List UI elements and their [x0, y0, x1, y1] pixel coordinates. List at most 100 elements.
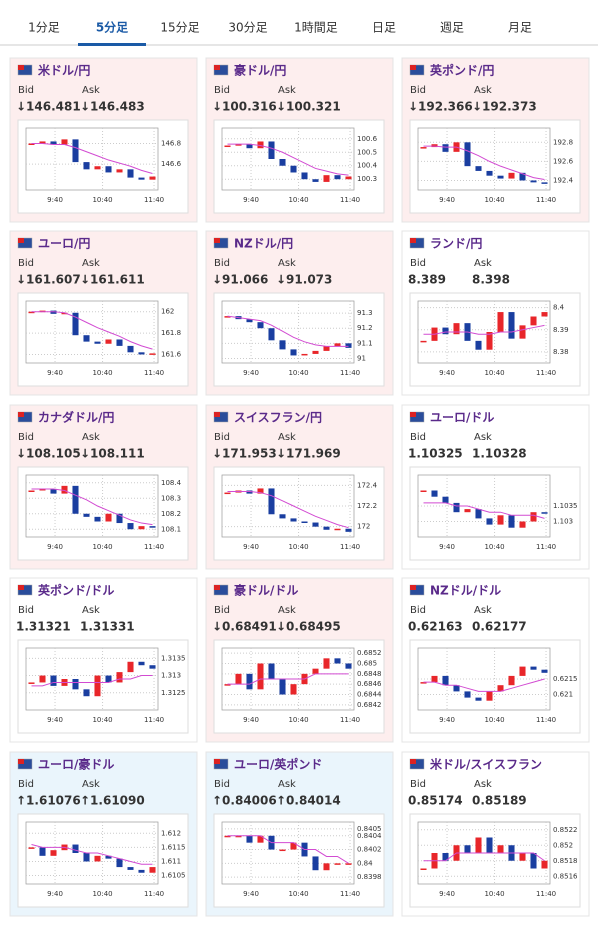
- candle: [431, 675, 438, 683]
- tab[interactable]: 1時間足: [294, 21, 338, 35]
- ask-value: ↑0.84014: [276, 794, 341, 808]
- ma-line: [31, 844, 153, 865]
- plot-frame: [221, 300, 355, 364]
- flag-mark: [410, 412, 416, 417]
- candle: [94, 341, 101, 344]
- tab[interactable]: 1分足: [28, 21, 60, 35]
- pair-name[interactable]: ランド/円: [430, 237, 482, 251]
- tab[interactable]: 週足: [440, 21, 464, 35]
- bid-value: ↓171.953: [212, 447, 277, 461]
- flag-mark: [410, 238, 416, 243]
- candle: [345, 528, 352, 532]
- candle: [312, 856, 319, 871]
- flag-mark: [18, 65, 24, 70]
- candle: [127, 345, 134, 353]
- rate-card[interactable]: 豪ドル/円 Bid Ask↓100.316 ↓100.321 100.3 100.4 100…: [205, 57, 394, 223]
- pair-name[interactable]: ユーロ/円: [38, 237, 90, 251]
- candle: [453, 685, 460, 692]
- pair-name[interactable]: 米ドル/スイスフラン: [430, 757, 542, 772]
- ask-label: Ask: [278, 258, 296, 269]
- pair-name[interactable]: ユーロ/ドル: [430, 411, 494, 425]
- candle: [235, 144, 242, 146]
- pair-name[interactable]: 豪ドル/ドル: [234, 583, 298, 598]
- rate-card[interactable]: 英ポンド/円 Bid Ask↓192.366 ↓192.373 192.4 192.6 19…: [401, 57, 590, 223]
- candle: [224, 492, 231, 495]
- pair-name[interactable]: 英ポンド/ドル: [38, 583, 114, 598]
- candle: [39, 488, 46, 491]
- candle: [486, 332, 493, 350]
- bid-label: Bid: [18, 258, 34, 269]
- rate-card[interactable]: 英ポンド/ドル Bid Ask 1.31321 1.31331 1.3125 1.313 1.…: [9, 577, 198, 743]
- candle: [334, 658, 341, 664]
- candle: [486, 691, 493, 701]
- bid-value: ↑1.61076: [16, 794, 81, 808]
- candle: [72, 139, 79, 163]
- pair-name[interactable]: スイスフラン/円: [234, 411, 322, 425]
- flag-mark: [214, 238, 220, 243]
- candle: [497, 312, 504, 332]
- tab[interactable]: 15分足: [160, 21, 199, 35]
- rate-card[interactable]: 米ドル/スイスフラン Bid Ask 0.85174 0.85189 0.8516 0.85…: [401, 751, 590, 917]
- pair-name[interactable]: NZドル/ドル: [430, 584, 501, 598]
- y-tick-label: 0.8516: [553, 872, 578, 880]
- candle: [149, 665, 156, 669]
- rate-card[interactable]: 米ドル/円 Bid Ask↓146.481 ↓146.483 146.6 146.8 9:4…: [9, 57, 198, 223]
- candle: [72, 679, 79, 690]
- ma-line: [423, 502, 545, 519]
- x-tick-label: 10:40: [92, 543, 112, 551]
- candle: [497, 175, 504, 179]
- ask-value: ↓161.611: [80, 273, 145, 287]
- rate-card[interactable]: ユーロ/ドル Bid Ask 1.10325 1.10328 1.103 1.1035 9:4…: [401, 404, 590, 570]
- candle: [519, 666, 526, 676]
- rate-card[interactable]: NZドル/ドル Bid Ask 0.62163 0.62177 0.621 0.6215 9:…: [401, 577, 590, 743]
- ask-label: Ask: [278, 605, 296, 616]
- tab[interactable]: 5分足: [96, 20, 128, 35]
- y-tick-label: 1.6115: [161, 843, 186, 851]
- rate-card[interactable]: NZドル/円 Bid Ask ↓91.066 ↓91.073 91 91.1 91.2 91.3…: [205, 230, 394, 396]
- candle: [486, 518, 493, 525]
- ma-line: [227, 491, 349, 529]
- rate-card[interactable]: ユーロ/英ポンド Bid Ask↑0.84006 ↑0.84014 0.8398 0.84…: [205, 751, 394, 917]
- ask-label: Ask: [82, 605, 100, 616]
- pair-name[interactable]: 英ポンド/円: [430, 63, 494, 78]
- x-tick-label: 9:40: [243, 196, 259, 204]
- candle: [312, 522, 319, 527]
- y-tick-label: 1.1035: [553, 502, 578, 510]
- pair-name[interactable]: NZドル/円: [234, 237, 293, 251]
- candle: [334, 343, 341, 347]
- pair-name[interactable]: カナダドル/円: [38, 410, 114, 425]
- tab[interactable]: 日足: [372, 21, 396, 35]
- pair-name[interactable]: ユーロ/英ポンド: [234, 757, 322, 772]
- ma-line: [423, 324, 545, 335]
- pair-name[interactable]: ユーロ/豪ドル: [38, 757, 114, 772]
- candle: [235, 835, 242, 838]
- candle: [257, 141, 264, 149]
- candle: [312, 179, 319, 182]
- y-tick-label: 100.5: [357, 148, 377, 156]
- rate-card[interactable]: ランド/円 Bid Ask 8.389 8.398 8.38 8.39 8.4 9:40 10:4…: [401, 230, 590, 396]
- flag-mark: [410, 585, 416, 590]
- ask-label: Ask: [278, 432, 296, 443]
- candle: [290, 165, 297, 173]
- tab[interactable]: 30分足: [228, 21, 267, 35]
- candle: [268, 328, 275, 341]
- candle: [323, 346, 330, 351]
- rate-card[interactable]: 豪ドル/ドル Bid Ask↓0.68491 ↓0.68495 0.6842 0.6844…: [205, 577, 394, 743]
- y-tick-label: 1.3135: [161, 654, 186, 662]
- candle: [530, 316, 537, 326]
- tab[interactable]: 月足: [508, 21, 532, 35]
- pair-name[interactable]: 豪ドル/円: [234, 63, 286, 78]
- candle: [464, 845, 471, 853]
- x-tick-label: 9:40: [243, 716, 259, 724]
- y-tick-label: 192.6: [553, 157, 574, 165]
- ma-line: [227, 673, 349, 685]
- bid-value: ↓91.066: [212, 273, 268, 287]
- rate-card[interactable]: カナダドル/円 Bid Ask↓108.105 ↓108.111 108.1 108.2 1…: [9, 404, 198, 570]
- rate-card[interactable]: ユーロ/豪ドル Bid Ask↑1.61076 ↑1.61090 1.6105 1.611…: [9, 751, 198, 917]
- rate-card[interactable]: スイスフラン/円 Bid Ask↓171.953 ↓171.969 172 172.2 17…: [205, 404, 394, 570]
- ask-value: ↓0.68495: [276, 620, 341, 634]
- bid-label: Bid: [410, 432, 426, 443]
- rate-card[interactable]: ユーロ/円 Bid Ask↓161.607 ↓161.611 161.6 161.8 162…: [9, 230, 198, 396]
- pair-name[interactable]: 米ドル/円: [38, 63, 90, 78]
- y-tick-label: 1.3125: [161, 689, 186, 697]
